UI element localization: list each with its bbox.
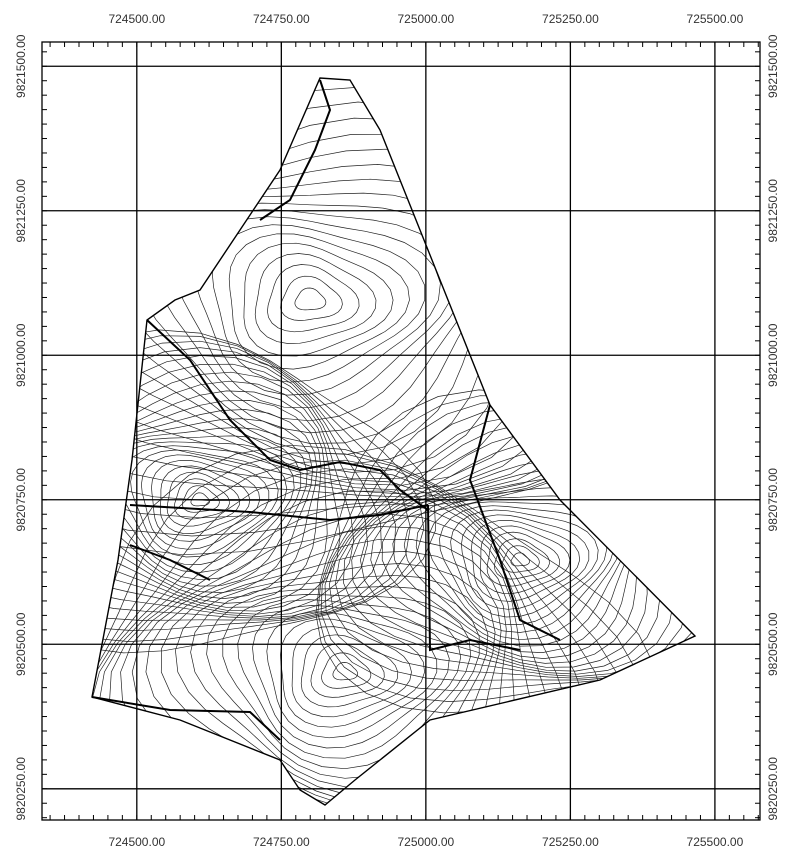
contour-line — [223, 594, 471, 768]
x-tick-label: 724750.00 — [253, 12, 310, 26]
contour-line — [0, 336, 424, 642]
x-tick-label: 724500.00 — [108, 835, 165, 849]
y-tick-label: 9820250.00 — [766, 757, 780, 821]
contour-line — [472, 520, 580, 601]
x-tick-label: 725500.00 — [687, 12, 744, 26]
y-tick-label: 9820500.00 — [766, 612, 780, 676]
y-tick-label: 9820500.00 — [14, 612, 28, 676]
x-tick-label: 725000.00 — [397, 12, 454, 26]
y-tick-label: 9821000.00 — [14, 323, 28, 387]
contour-line — [176, 210, 455, 408]
contour-line — [207, 587, 480, 779]
y-tick-label: 9821000.00 — [766, 323, 780, 387]
contour-line — [0, 26, 683, 536]
contour-line — [311, 644, 384, 698]
contour-line — [99, 491, 569, 827]
contour-line — [157, 203, 467, 421]
x-tick-label: 724500.00 — [108, 12, 165, 26]
contour-line — [30, 102, 544, 485]
road — [470, 405, 560, 640]
contour-line — [51, 401, 321, 604]
contours — [0, 16, 756, 855]
contour-line — [322, 653, 371, 689]
x-tick-label: 725250.00 — [542, 835, 599, 849]
x-tick-label: 725250.00 — [542, 12, 599, 26]
y-tick-label: 9820250.00 — [14, 757, 28, 821]
contour-line — [281, 276, 343, 320]
contour-line — [73, 419, 313, 593]
contour-line — [511, 553, 530, 566]
contour-line — [61, 134, 512, 472]
y-tick-label: 9821250.00 — [14, 179, 28, 243]
y-tick-label: 9820750.00 — [766, 468, 780, 532]
contour-line — [451, 510, 599, 617]
page: {"map": { "xlim": [724336, 725578], "yli… — [0, 0, 789, 855]
contour-line — [0, 16, 703, 554]
y-tick-label: 9821500.00 — [14, 34, 28, 98]
contour-line — [295, 288, 326, 310]
y-tick-label: 9821250.00 — [766, 179, 780, 243]
contour-line — [117, 179, 489, 443]
contour-line — [161, 551, 501, 803]
map: 724500.00 724500.00 724750.00 724750.00 7250… — [0, 0, 789, 855]
x-tick-label: 724750.00 — [253, 835, 310, 849]
y-tick-label: 9820750.00 — [14, 468, 28, 532]
x-tick-label: 725000.00 — [397, 835, 454, 849]
contour-line — [0, 59, 612, 497]
contour-line — [96, 436, 301, 580]
road — [260, 80, 330, 220]
y-tick-label: 9821500.00 — [766, 34, 780, 98]
site-boundary — [92, 78, 695, 805]
contour-line — [121, 514, 532, 821]
contour-line — [2, 74, 589, 495]
contour-line — [333, 662, 358, 680]
contour-line — [229, 234, 409, 369]
contour-line — [428, 502, 614, 633]
x-tick-label: 725500.00 — [687, 835, 744, 849]
contour-line — [318, 396, 744, 702]
